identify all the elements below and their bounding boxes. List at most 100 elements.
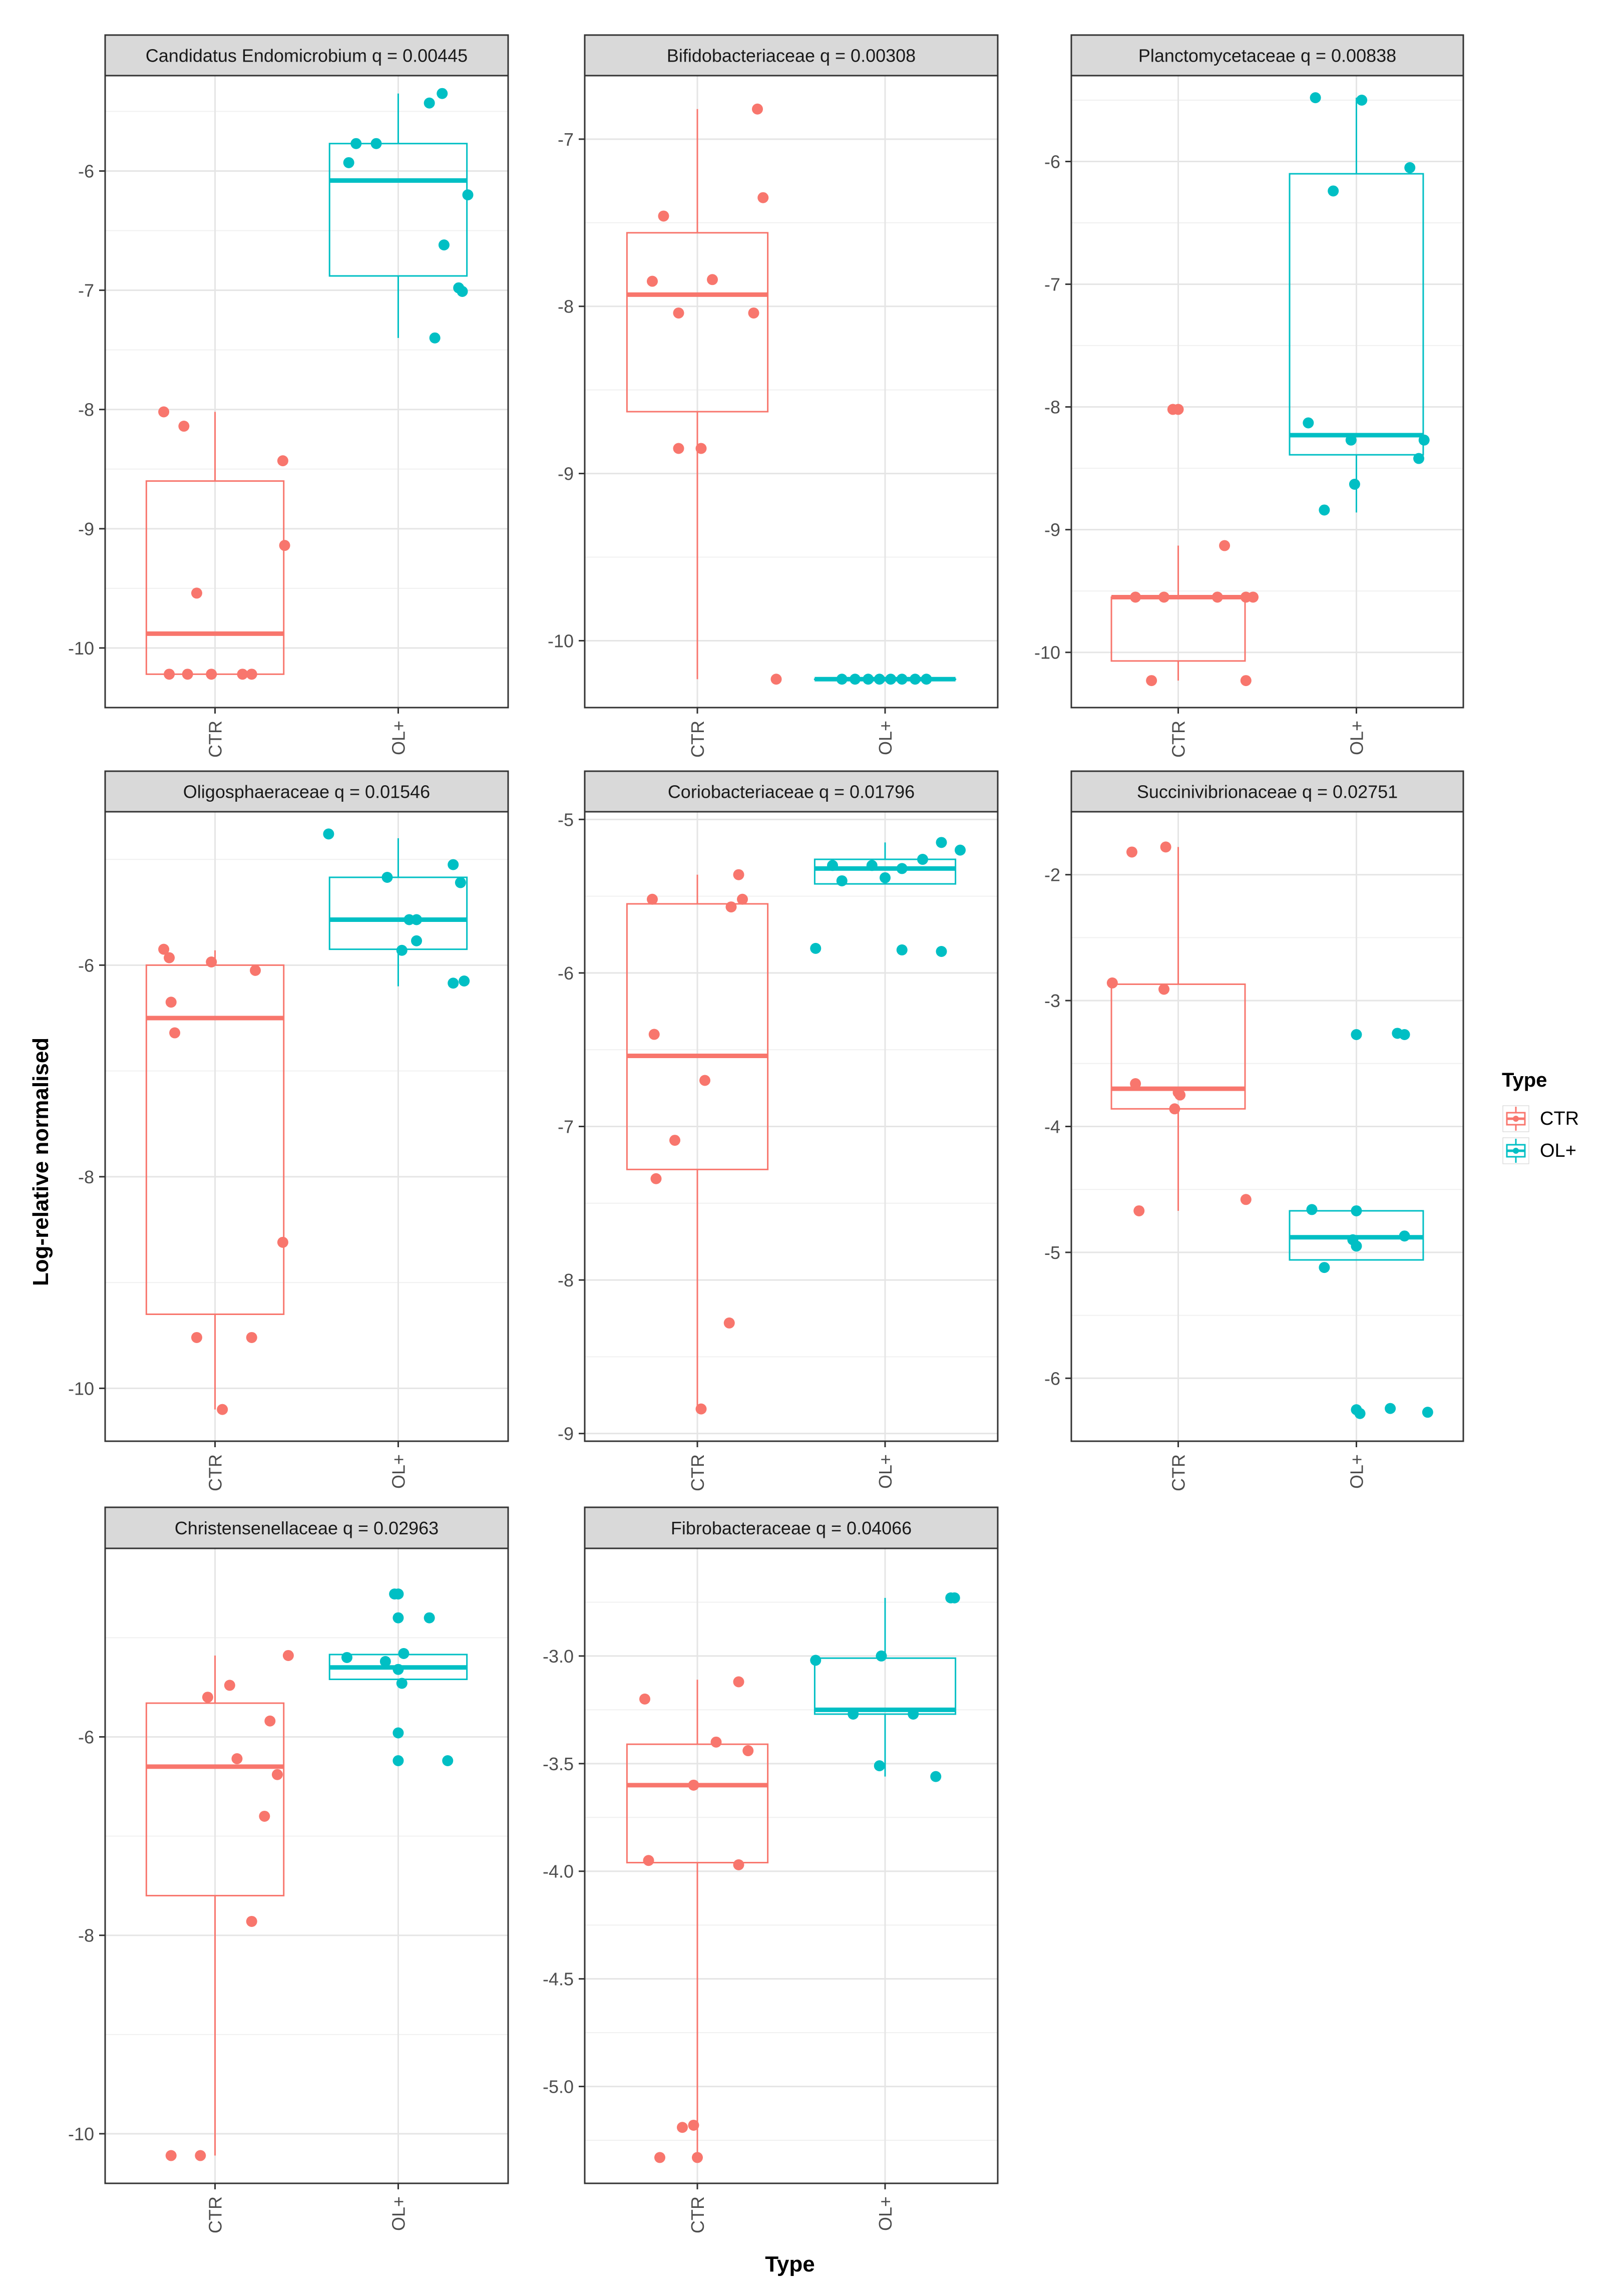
- legend-label-ctr: CTR: [1540, 1108, 1579, 1129]
- y-tick-label: -8: [78, 400, 94, 420]
- data-point: [1160, 841, 1171, 853]
- panel-border: [1070, 75, 1464, 709]
- data-point: [1146, 675, 1157, 687]
- data-point: [1319, 504, 1330, 516]
- panel: Candidatus Endomicrobium q = 0.00445 -10 -…: [68, 34, 509, 758]
- data-point: [191, 1332, 202, 1343]
- data-point: [277, 455, 288, 467]
- data-point: [392, 1588, 404, 1600]
- data-point: [282, 1650, 294, 1661]
- panel-strip: [584, 34, 999, 77]
- data-point: [1356, 95, 1368, 106]
- data-point: [896, 674, 908, 685]
- y-tick-label: -8: [558, 296, 574, 317]
- legend-item-ol: OL+: [1502, 1135, 1579, 1167]
- data-point: [1351, 1240, 1362, 1252]
- data-point: [231, 1753, 243, 1765]
- data-point: [1169, 1103, 1180, 1115]
- data-point: [896, 863, 908, 874]
- data-point: [398, 1648, 410, 1660]
- y-tick-label: -2: [1044, 865, 1060, 885]
- data-point: [224, 1680, 235, 1691]
- panel-background: [585, 1548, 998, 2183]
- data-point: [392, 1727, 404, 1739]
- data-point: [647, 275, 658, 287]
- data-point: [733, 1859, 744, 1870]
- data-point: [876, 1650, 887, 1662]
- data-point: [1385, 1403, 1396, 1414]
- data-point: [1240, 1194, 1252, 1205]
- y-tick-label: -6: [1044, 152, 1060, 172]
- data-point: [438, 239, 450, 251]
- data-point: [341, 1652, 352, 1663]
- y-tick-label: -6: [78, 1727, 94, 1747]
- data-point: [442, 1755, 454, 1766]
- data-point: [195, 2150, 206, 2161]
- data-point: [1130, 591, 1141, 603]
- y-tick-label: -3.0: [543, 1646, 574, 1667]
- data-point: [733, 869, 744, 880]
- data-point: [392, 1664, 404, 1675]
- panel-background: [105, 812, 508, 1441]
- data-point: [158, 406, 170, 418]
- legend-item-ctr: CTR: [1502, 1103, 1579, 1135]
- data-point: [1354, 1408, 1366, 1419]
- x-tick-label: OL+: [388, 721, 409, 755]
- data-point: [669, 1135, 680, 1146]
- y-tick-label: -10: [68, 2124, 94, 2144]
- data-point: [279, 540, 290, 551]
- data-point: [725, 901, 737, 913]
- data-point: [1158, 591, 1170, 603]
- data-point: [692, 2152, 703, 2163]
- y-tick-label: -10: [548, 630, 574, 651]
- x-tick-label: CTR: [205, 1454, 226, 1491]
- data-point: [836, 875, 848, 886]
- data-point: [733, 1676, 744, 1688]
- y-tick-label: -3.5: [543, 1754, 574, 1774]
- data-point: [695, 443, 707, 454]
- y-tick-label: -3: [1044, 991, 1060, 1011]
- data-point: [1158, 984, 1170, 995]
- x-tick-label: OL+: [388, 2196, 409, 2231]
- y-tick-label: -8: [78, 1167, 94, 1187]
- data-point: [1240, 675, 1252, 687]
- box-body: [626, 232, 769, 413]
- data-point: [164, 952, 175, 963]
- data-point: [1130, 1078, 1141, 1090]
- data-point: [158, 943, 170, 955]
- data-point: [392, 1755, 404, 1766]
- y-tick-label: -8: [558, 1270, 574, 1290]
- data-point: [1399, 1230, 1410, 1242]
- data-point: [1133, 1205, 1145, 1216]
- data-point: [182, 669, 193, 680]
- data-point: [752, 103, 763, 115]
- data-point: [1174, 1089, 1186, 1101]
- data-point: [1351, 1205, 1362, 1216]
- y-tick-label: -9: [558, 1424, 574, 1444]
- panel-title: Fibrobacteraceae q = 0.04066: [671, 1518, 912, 1538]
- data-point: [259, 1810, 270, 1822]
- data-point: [654, 2152, 665, 2163]
- data-point: [429, 332, 441, 344]
- data-point: [1328, 185, 1339, 197]
- y-tick-label: -9: [558, 464, 574, 484]
- data-point: [648, 1029, 660, 1040]
- panel: Coriobacteriaceae q = 0.01796 -9 -8 -7 -6 -5 C…: [558, 770, 999, 1491]
- data-point: [770, 674, 782, 685]
- data-point: [936, 945, 947, 957]
- panel: Oligosphaeraceae q = 0.01546 -10 -8 -6 CTR OL…: [68, 770, 509, 1491]
- data-point: [885, 674, 897, 685]
- data-point: [874, 1760, 885, 1772]
- data-point: [381, 871, 393, 883]
- box-body: [814, 1657, 957, 1715]
- data-point: [921, 674, 932, 685]
- data-point: [1306, 1204, 1318, 1215]
- x-tick-label: OL+: [875, 2196, 896, 2231]
- data-point: [343, 157, 354, 168]
- data-point: [165, 2150, 177, 2161]
- data-point: [658, 210, 669, 222]
- box-body: [328, 876, 468, 950]
- y-axis-label: Log-relative normalised: [29, 1037, 53, 1286]
- y-tick-label: -6: [78, 161, 94, 181]
